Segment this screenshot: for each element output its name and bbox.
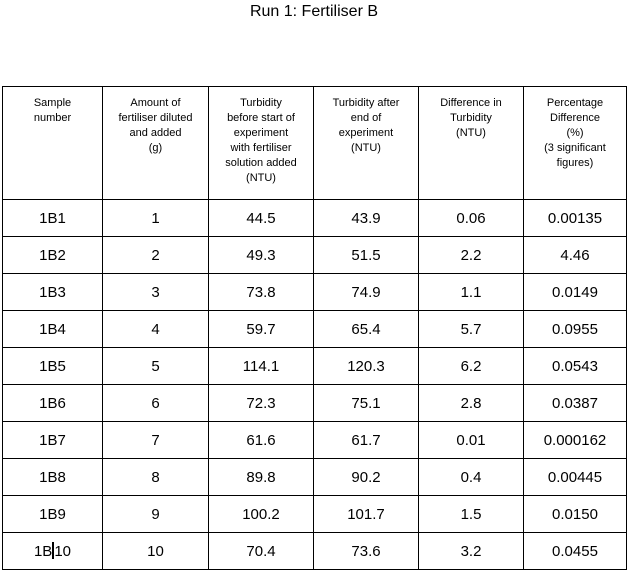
cell-difference[interactable]: 3.2 bbox=[418, 532, 524, 570]
cell-turbidity-before[interactable]: 114.1 bbox=[208, 347, 314, 385]
caret-text-after: 10 bbox=[54, 543, 72, 560]
cell-sample-number[interactable]: 1B5 bbox=[2, 347, 103, 385]
cell-sample-number[interactable]: 1B2 bbox=[2, 236, 103, 274]
table-row: 1B2 2 49.3 51.5 2.2 4.46 bbox=[2, 236, 627, 274]
cell-difference[interactable]: 2.2 bbox=[418, 236, 524, 274]
cell-turbidity-after[interactable]: 74.9 bbox=[313, 273, 419, 311]
cell-turbidity-after[interactable]: 75.1 bbox=[313, 384, 419, 422]
table-row: 1B8 8 89.8 90.2 0.4 0.00445 bbox=[2, 458, 627, 496]
cell-turbidity-before[interactable]: 70.4 bbox=[208, 532, 314, 570]
results-table: Sample number Amount of fertiliser dilut… bbox=[2, 86, 627, 570]
cell-amount[interactable]: 5 bbox=[102, 347, 209, 385]
column-header-turbidity-after[interactable]: Turbidity after end of experiment (NTU) bbox=[313, 86, 419, 200]
cell-percentage-difference[interactable]: 0.0543 bbox=[523, 347, 627, 385]
cell-amount[interactable]: 10 bbox=[102, 532, 209, 570]
column-header-sample-number[interactable]: Sample number bbox=[2, 86, 103, 200]
cell-turbidity-before[interactable]: 44.5 bbox=[208, 199, 314, 237]
document-title[interactable]: Run 1: Fertiliser B bbox=[249, 3, 379, 20]
cell-percentage-difference[interactable]: 0.0955 bbox=[523, 310, 627, 348]
cell-percentage-difference[interactable]: 0.0150 bbox=[523, 495, 627, 533]
cell-turbidity-before[interactable]: 61.6 bbox=[208, 421, 314, 459]
cell-percentage-difference[interactable]: 0.00445 bbox=[523, 458, 627, 496]
cell-turbidity-before[interactable]: 72.3 bbox=[208, 384, 314, 422]
cell-amount[interactable]: 3 bbox=[102, 273, 209, 311]
cell-sample-number[interactable]: 1B 10 bbox=[2, 532, 103, 570]
cell-percentage-difference[interactable]: 4.46 bbox=[523, 236, 627, 274]
table-row: 1B9 9 100.2 101.7 1.5 0.0150 bbox=[2, 495, 627, 533]
table-row: 1B7 7 61.6 61.7 0.01 0.000162 bbox=[2, 421, 627, 459]
column-header-amount-fertiliser[interactable]: Amount of fertiliser diluted and added (… bbox=[102, 86, 209, 200]
table-row: 1B4 4 59.7 65.4 5.7 0.0955 bbox=[2, 310, 627, 348]
cell-turbidity-after[interactable]: 51.5 bbox=[313, 236, 419, 274]
table-row: 1B1 1 44.5 43.9 0.06 0.00135 bbox=[2, 199, 627, 237]
cell-amount[interactable]: 6 bbox=[102, 384, 209, 422]
cell-amount[interactable]: 2 bbox=[102, 236, 209, 274]
cell-difference[interactable]: 1.5 bbox=[418, 495, 524, 533]
cell-amount[interactable]: 7 bbox=[102, 421, 209, 459]
cell-turbidity-after[interactable]: 120.3 bbox=[313, 347, 419, 385]
cell-sample-number[interactable]: 1B1 bbox=[2, 199, 103, 237]
cell-turbidity-after[interactable]: 61.7 bbox=[313, 421, 419, 459]
cell-sample-number[interactable]: 1B6 bbox=[2, 384, 103, 422]
cell-turbidity-after[interactable]: 43.9 bbox=[313, 199, 419, 237]
cell-difference[interactable]: 2.8 bbox=[418, 384, 524, 422]
text-caret bbox=[52, 542, 55, 559]
cell-turbidity-after[interactable]: 90.2 bbox=[313, 458, 419, 496]
cell-sample-number[interactable]: 1B3 bbox=[2, 273, 103, 311]
cell-difference[interactable]: 1.1 bbox=[418, 273, 524, 311]
cell-turbidity-after[interactable]: 65.4 bbox=[313, 310, 419, 348]
cell-percentage-difference[interactable]: 0.0387 bbox=[523, 384, 627, 422]
cell-turbidity-before[interactable]: 73.8 bbox=[208, 273, 314, 311]
cell-sample-number[interactable]: 1B7 bbox=[2, 421, 103, 459]
cell-difference[interactable]: 0.4 bbox=[418, 458, 524, 496]
cell-difference[interactable]: 0.01 bbox=[418, 421, 524, 459]
cell-amount[interactable]: 9 bbox=[102, 495, 209, 533]
cell-sample-number[interactable]: 1B8 bbox=[2, 458, 103, 496]
cell-difference[interactable]: 5.7 bbox=[418, 310, 524, 348]
cell-turbidity-before[interactable]: 89.8 bbox=[208, 458, 314, 496]
cell-turbidity-after[interactable]: 101.7 bbox=[313, 495, 419, 533]
column-header-turbidity-before[interactable]: Turbidity before start of experiment wit… bbox=[208, 86, 314, 200]
cell-sample-number[interactable]: 1B4 bbox=[2, 310, 103, 348]
cell-percentage-difference[interactable]: 0.0149 bbox=[523, 273, 627, 311]
caret-text-before: 1B bbox=[33, 543, 53, 560]
cell-turbidity-after[interactable]: 73.6 bbox=[313, 532, 419, 570]
cell-amount[interactable]: 8 bbox=[102, 458, 209, 496]
table-row: 1B6 6 72.3 75.1 2.8 0.0387 bbox=[2, 384, 627, 422]
table-row: 1B3 3 73.8 74.9 1.1 0.0149 bbox=[2, 273, 627, 311]
cell-percentage-difference[interactable]: 0.00135 bbox=[523, 199, 627, 237]
column-header-difference[interactable]: Difference in Turbidity (NTU) bbox=[418, 86, 524, 200]
table-row: 1B5 5 114.1 120.3 6.2 0.0543 bbox=[2, 347, 627, 385]
cell-sample-number[interactable]: 1B9 bbox=[2, 495, 103, 533]
cell-turbidity-before[interactable]: 100.2 bbox=[208, 495, 314, 533]
cell-turbidity-before[interactable]: 49.3 bbox=[208, 236, 314, 274]
cell-percentage-difference[interactable]: 0.0455 bbox=[523, 532, 627, 570]
cell-amount[interactable]: 4 bbox=[102, 310, 209, 348]
cell-percentage-difference[interactable]: 0.000162 bbox=[523, 421, 627, 459]
cell-difference[interactable]: 6.2 bbox=[418, 347, 524, 385]
cell-difference[interactable]: 0.06 bbox=[418, 199, 524, 237]
cell-turbidity-before[interactable]: 59.7 bbox=[208, 310, 314, 348]
column-header-percentage-difference[interactable]: Percentage Difference (%) (3 significant… bbox=[523, 86, 627, 200]
table-row: 1B 10 10 70.4 73.6 3.2 0.0455 bbox=[2, 532, 627, 570]
cell-amount[interactable]: 1 bbox=[102, 199, 209, 237]
table-header-row: Sample number Amount of fertiliser dilut… bbox=[2, 86, 627, 200]
